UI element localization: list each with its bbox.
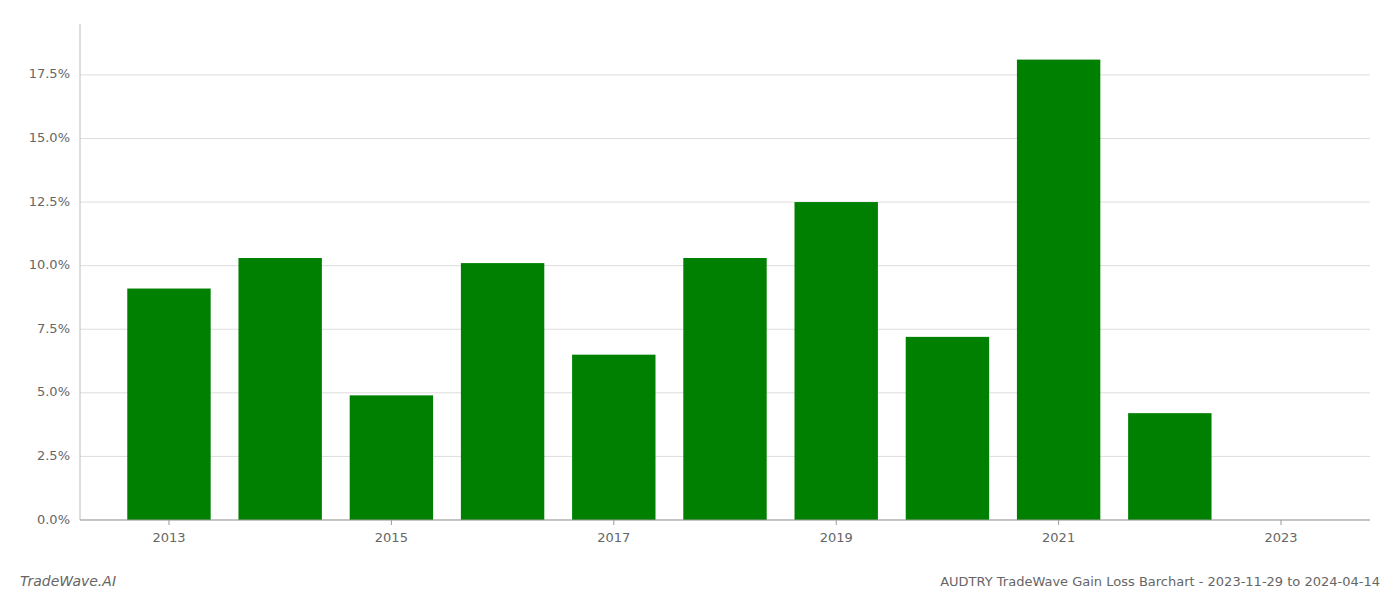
chart-svg: 0.0% 2.5% 5.0% 7.5% 10.0% 12.5% 15.0% 17.5% 2013… [0, 0, 1400, 600]
bar [572, 355, 655, 520]
x-tick [168, 520, 169, 525]
bar [683, 258, 766, 520]
background [0, 0, 1400, 600]
y-axis-line [80, 24, 81, 520]
y-tick-label: 17.5% [29, 66, 70, 81]
bar [350, 395, 433, 520]
bar [238, 258, 321, 520]
chart-container: 0.0% 2.5% 5.0% 7.5% 10.0% 12.5% 15.0% 17.5% 2013… [0, 0, 1400, 600]
x-tick-label: 2015 [375, 530, 408, 545]
watermark: TradeWave.AI [20, 573, 116, 589]
y-tick-label: 7.5% [37, 321, 70, 336]
bar [795, 202, 878, 520]
bar [1128, 413, 1211, 520]
grid-line [80, 74, 1370, 75]
y-tick-label: 5.0% [37, 384, 70, 399]
bar [127, 289, 210, 520]
x-tick-label: 2023 [1264, 530, 1297, 545]
x-tick [391, 520, 392, 525]
y-tick-label: 10.0% [29, 257, 70, 272]
x-tick-label: 2017 [597, 530, 630, 545]
x-tick-label: 2021 [1042, 530, 1075, 545]
grid-line [80, 138, 1370, 139]
x-tick-label: 2013 [152, 530, 185, 545]
x-tick [1281, 520, 1282, 525]
x-tick [613, 520, 614, 525]
bar [906, 337, 989, 520]
bars [127, 60, 1211, 520]
x-axis-line [80, 520, 1370, 521]
grid-line [80, 520, 1370, 521]
x-tick [1058, 520, 1059, 525]
y-tick-label: 2.5% [37, 448, 70, 463]
title: AUDTRY TradeWave Gain Loss Barchart - 20… [940, 574, 1380, 589]
y-grid [80, 75, 1370, 520]
x-tick [836, 520, 837, 525]
bar [1017, 60, 1100, 520]
bar [461, 263, 544, 520]
y-tick-label: 15.0% [29, 130, 70, 145]
grid-line [80, 202, 1370, 203]
y-tick-label: 0.0% [37, 512, 70, 527]
y-tick-label: 12.5% [29, 194, 70, 209]
x-tick-label: 2019 [820, 530, 853, 545]
